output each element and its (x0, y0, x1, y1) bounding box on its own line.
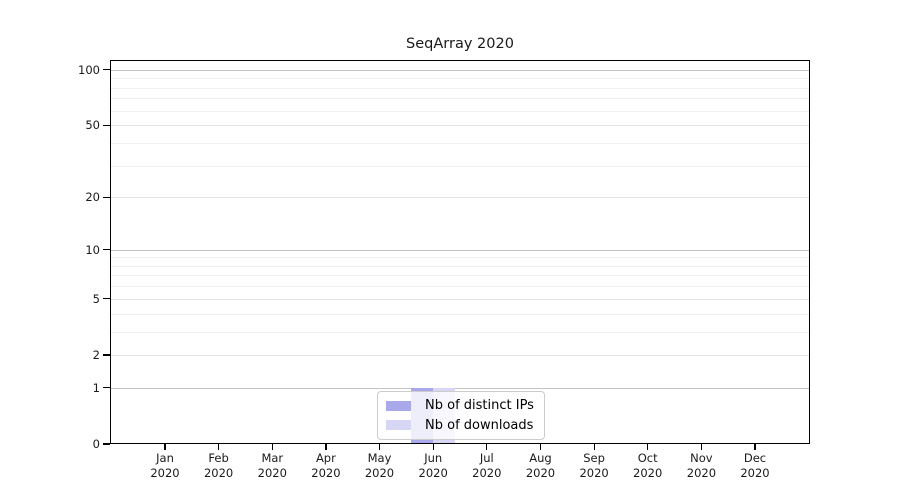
y-tick-label-10: 10 (85, 242, 100, 257)
x-tick-dec (754, 444, 756, 450)
x-tick-label-may: May 2020 (364, 451, 395, 480)
x-tick-jul (486, 444, 488, 450)
y-tick-label-0: 0 (92, 437, 100, 451)
x-tick-mar (271, 444, 273, 450)
minor-gridline-y-30 (110, 165, 810, 167)
y-tick-label-1: 1 (92, 380, 100, 395)
x-tick-oct (647, 444, 649, 450)
x-tick-may (378, 444, 381, 450)
legend-swatch-downloads (386, 420, 411, 431)
legend-item-distinct-ips: Nb of distinct IPs (386, 398, 544, 413)
minor-gridline-y-8 (110, 265, 810, 267)
y-tick-2 (103, 354, 110, 356)
y-tick-label-5: 5 (92, 291, 100, 306)
x-tick-label-feb: Feb 2020 (203, 451, 234, 480)
x-tick-apr (325, 444, 327, 450)
x-tick-label-jan: Jan 2020 (150, 451, 180, 480)
chart-title: SeqArray 2020 (406, 36, 514, 52)
x-tick-feb (218, 444, 220, 450)
y-tick-5 (103, 298, 110, 300)
x-tick-label-dec: Dec 2020 (740, 451, 770, 480)
minor-gridline-y-90 (110, 78, 810, 80)
y-tick-50 (103, 124, 110, 126)
y-tick-label-100: 100 (78, 62, 100, 77)
x-tick-jan (164, 444, 166, 450)
minor-gridline-y-7 (110, 275, 810, 277)
x-tick-nov (700, 444, 703, 450)
legend-label-distinct-ips: Nb of distinct IPs (425, 398, 534, 414)
legend-item-downloads: Nb of downloads (386, 418, 544, 433)
x-tick-label-oct: Oct 2020 (633, 451, 663, 480)
x-tick-aug (539, 444, 542, 450)
legend-swatch-distinct-ips (386, 400, 411, 411)
x-tick-label-nov: Nov 2020 (686, 451, 717, 480)
minor-gridline-y-40 (110, 142, 810, 144)
gridline-y-5 (110, 298, 810, 300)
gridline-y-100 (110, 69, 810, 71)
y-tick-100 (103, 69, 110, 71)
x-tick-label-sep: Sep 2020 (579, 451, 609, 480)
gridline-y-2 (110, 354, 810, 356)
minor-gridline-y-4 (110, 313, 810, 315)
x-tick-label-jun: Jun 2020 (418, 451, 448, 480)
y-tick-label-50: 50 (85, 118, 100, 133)
minor-gridline-y-9 (110, 257, 810, 259)
legend-label-downloads: Nb of downloads (425, 417, 534, 433)
minor-gridline-y-6 (110, 286, 810, 288)
x-tick-label-jul: Jul 2020 (472, 451, 502, 480)
minor-gridline-y-60 (110, 110, 810, 112)
y-tick-1 (103, 387, 110, 389)
y-tick-20 (103, 196, 110, 198)
y-tick-0 (103, 443, 110, 445)
minor-gridline-y-80 (110, 87, 810, 89)
gridline-y-20 (110, 197, 810, 199)
x-tick-jun (432, 444, 434, 450)
y-tick-label-20: 20 (85, 190, 100, 205)
legend: Nb of distinct IPs Nb of downloads (377, 391, 545, 440)
gridline-y-1 (110, 387, 810, 389)
x-tick-sep (593, 444, 595, 450)
minor-gridline-y-3 (110, 331, 810, 333)
x-tick-label-apr: Apr 2020 (311, 451, 341, 480)
minor-gridline-y-70 (110, 98, 810, 100)
gridline-y-50 (110, 125, 810, 127)
y-tick-label-2: 2 (92, 347, 100, 362)
gridline-y-10 (110, 249, 810, 251)
x-tick-label-aug: Aug 2020 (525, 451, 556, 480)
y-tick-10 (103, 249, 110, 251)
x-tick-label-mar: Mar 2020 (257, 451, 287, 480)
plot-border (110, 60, 810, 444)
